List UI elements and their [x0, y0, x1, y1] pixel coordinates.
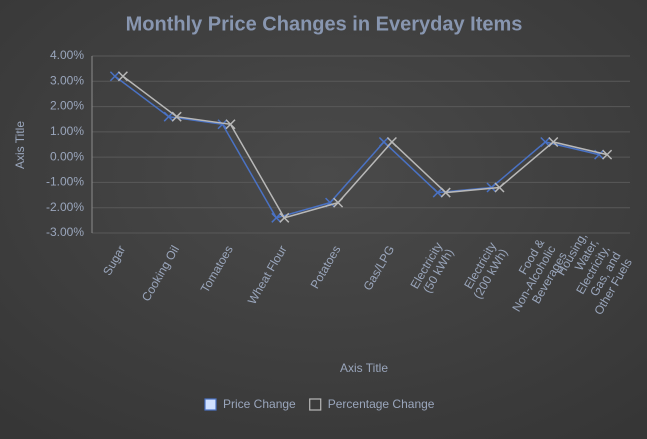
marker: [602, 149, 613, 160]
marker: [432, 187, 443, 198]
marker: [386, 136, 397, 148]
marker: [440, 187, 451, 198]
marker: [333, 197, 344, 208]
chart-title: Monthly Price Changes in Everyday Items: [126, 13, 523, 35]
y-tick-label: 0.00%: [50, 149, 84, 163]
marker: [109, 71, 120, 82]
marker: [540, 136, 551, 148]
y-tick-label: -3.00%: [46, 225, 84, 239]
marker: [378, 136, 389, 148]
marker: [225, 119, 236, 130]
series-line: [122, 75, 608, 219]
legend-label: Price Change: [223, 397, 296, 411]
marker: [217, 119, 228, 130]
marker: [271, 212, 282, 223]
marker: [117, 71, 128, 82]
legend-label: Percentage Change: [328, 397, 435, 411]
y-tick-label: 2.00%: [50, 99, 84, 113]
x-axis-title: Axis Title: [340, 361, 388, 375]
legend-swatch: [204, 398, 217, 411]
y-tick-label: -2.00%: [46, 200, 84, 214]
y-tick-label: 4.00%: [50, 48, 84, 62]
y-tick-label: -1.00%: [46, 175, 84, 189]
legend-swatch: [309, 398, 322, 411]
marker: [171, 111, 182, 122]
series-line: [114, 75, 600, 219]
y-tick-label: 1.00%: [50, 124, 84, 138]
marker: [279, 212, 290, 223]
y-axis-title: Axis Title: [13, 121, 27, 169]
marker: [548, 136, 559, 148]
marker: [494, 182, 505, 193]
y-tick-label: 3.00%: [50, 73, 84, 87]
